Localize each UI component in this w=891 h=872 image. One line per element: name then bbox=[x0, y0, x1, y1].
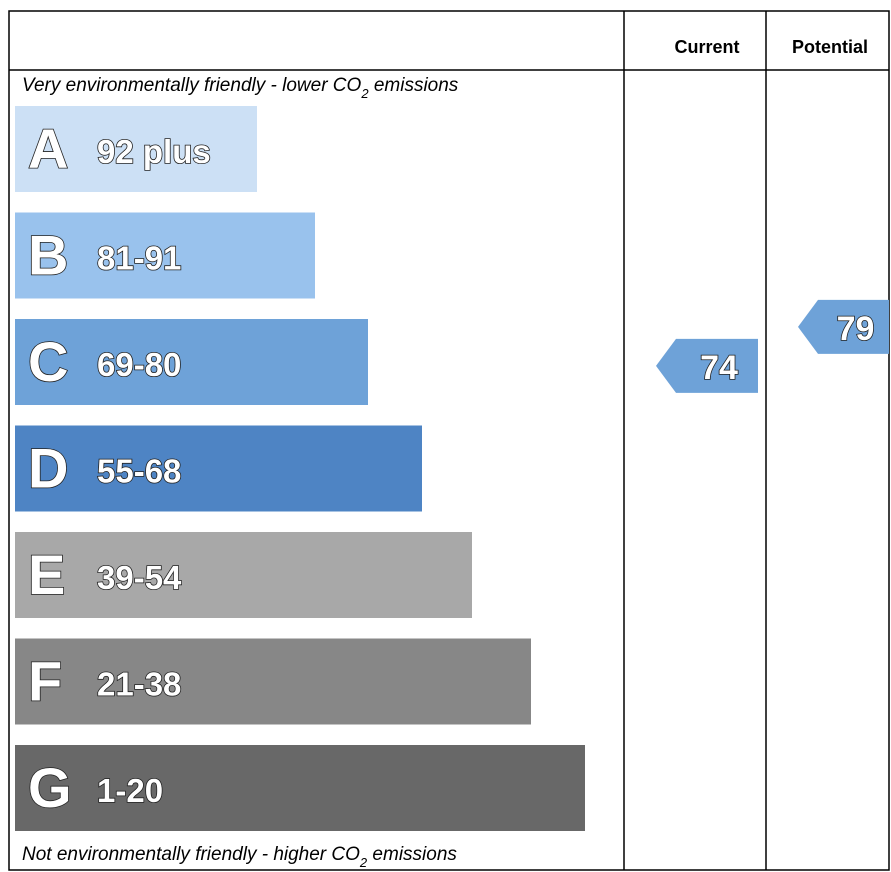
potential-rating-arrow bbox=[798, 299, 889, 354]
current-rating-marker: 74 bbox=[656, 338, 758, 393]
band-g-letter: G bbox=[28, 756, 72, 819]
band-g-bar bbox=[15, 745, 585, 831]
band-c-bar bbox=[15, 319, 368, 405]
potential-rating-marker: 79 bbox=[798, 299, 889, 354]
bottom-caption-before: Not environmentally friendly - higher CO bbox=[22, 844, 360, 865]
top-caption-after: emissions bbox=[369, 75, 459, 96]
band-e-range: 39-54 bbox=[97, 559, 182, 596]
bottom-caption: Not environmentally friendly - higher CO… bbox=[22, 844, 457, 870]
band-f-bar bbox=[15, 638, 531, 725]
band-c: C 69-80 bbox=[15, 319, 368, 405]
band-d-letter: D bbox=[28, 437, 68, 500]
band-e-letter: E bbox=[28, 543, 65, 606]
bottom-caption-after: emissions bbox=[367, 844, 457, 865]
band-c-letter: C bbox=[28, 330, 68, 393]
band-a-bar bbox=[15, 106, 257, 192]
current-rating-value: 74 bbox=[700, 349, 738, 387]
current-rating-arrow bbox=[656, 338, 758, 393]
band-f-range: 21-38 bbox=[97, 666, 181, 703]
header-potential: Potential bbox=[792, 37, 868, 57]
band-b-letter: B bbox=[28, 224, 68, 287]
band-a: A 92 plus bbox=[15, 106, 257, 192]
band-e-bar bbox=[15, 532, 472, 618]
top-caption-sub: 2 bbox=[360, 86, 369, 101]
band-b-range: 81-91 bbox=[97, 240, 181, 277]
chart-frame bbox=[8, 10, 890, 871]
rating-bands: A 92 plus B 81-91 C 69-80 D 55-68 E 39-54 F 21-38 G 1… bbox=[15, 106, 585, 831]
rating-markers: 74 79 bbox=[656, 299, 889, 393]
band-a-letter: A bbox=[28, 117, 68, 180]
band-e: E 39-54 bbox=[15, 532, 472, 618]
top-caption-before: Very environmentally friendly - lower CO bbox=[22, 75, 362, 96]
header-current: Current bbox=[674, 37, 739, 57]
band-d-range: 55-68 bbox=[97, 453, 181, 490]
band-f-letter: F bbox=[28, 650, 62, 713]
band-g-range: 1-20 bbox=[97, 772, 163, 809]
bottom-caption-sub: 2 bbox=[359, 855, 368, 870]
top-caption: Very environmentally friendly - lower CO… bbox=[22, 75, 459, 101]
band-c-range: 69-80 bbox=[97, 346, 181, 383]
band-d: D 55-68 bbox=[15, 425, 422, 512]
band-b: B 81-91 bbox=[15, 212, 315, 299]
band-b-bar bbox=[15, 212, 315, 299]
band-f: F 21-38 bbox=[15, 638, 531, 725]
potential-rating-value: 79 bbox=[837, 310, 875, 348]
band-d-bar bbox=[15, 425, 422, 512]
band-a-range: 92 plus bbox=[97, 133, 211, 170]
band-g: G 1-20 bbox=[15, 745, 585, 831]
